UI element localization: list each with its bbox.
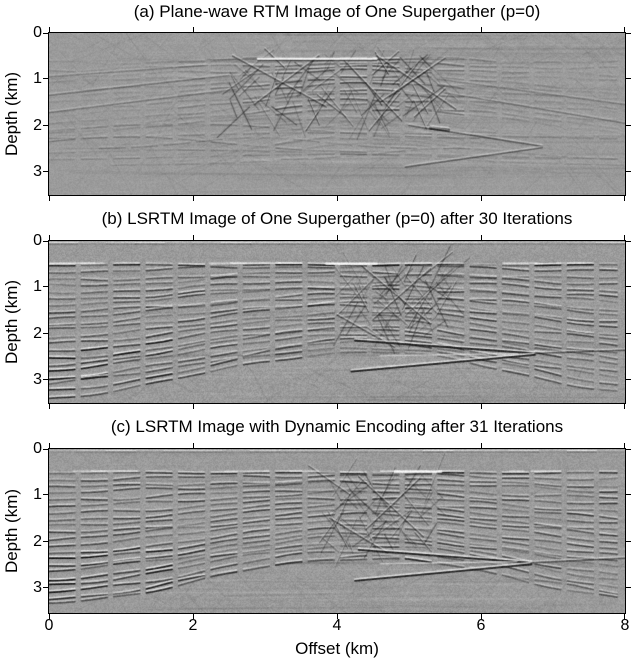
seismic-image-c	[49, 449, 625, 613]
panel-a-title: (a) Plane-wave RTM Image of One Supergat…	[133, 2, 541, 21]
x-tick-mark	[337, 404, 338, 409]
x-tick-mark	[624, 235, 625, 240]
y-tick-label: 0	[33, 232, 42, 249]
y-tick-mark	[626, 78, 631, 79]
y-tick-mark	[43, 78, 48, 79]
x-tick-mark	[193, 235, 194, 240]
y-tick-mark	[43, 379, 48, 380]
y-tick-mark	[626, 241, 631, 242]
panel-b-title: (b) LSRTM Image of One Supergather (p=0)…	[101, 209, 573, 228]
seismic-image-a	[49, 33, 625, 195]
y-tick-mark	[626, 33, 631, 34]
y-tick-mark	[626, 449, 631, 450]
x-tick-mark	[193, 27, 194, 32]
x-tick-mark	[481, 235, 482, 240]
y-tick-mark	[626, 494, 631, 495]
seismic-image-b	[49, 241, 625, 403]
x-axis-label: Offset (km)	[295, 639, 379, 658]
y-tick-label: 3	[33, 371, 42, 388]
x-tick-mark	[49, 443, 50, 448]
x-tick-mark	[624, 27, 625, 32]
panel-b-plot-area	[43, 235, 631, 409]
y-tick-mark	[43, 171, 48, 172]
x-tick-mark	[337, 27, 338, 32]
y-tick-mark	[43, 33, 48, 34]
x-tick-mark	[624, 404, 625, 409]
x-tick-label: 8	[620, 617, 630, 634]
x-tick-mark	[481, 27, 482, 32]
y-tick-mark	[626, 587, 631, 588]
x-tick-label: 0	[44, 617, 54, 634]
x-tick-mark	[193, 196, 194, 201]
x-tick-mark	[49, 614, 50, 619]
y-tick-mark	[43, 449, 48, 450]
panel-c-title: (c) LSRTM Image with Dynamic Encoding af…	[110, 417, 564, 436]
x-tick-mark	[624, 196, 625, 201]
x-tick-mark	[193, 614, 194, 619]
y-tick-label: 2	[33, 117, 42, 134]
y-tick-mark	[43, 587, 48, 588]
y-tick-mark	[626, 125, 631, 126]
y-tick-mark	[43, 333, 48, 334]
x-tick-mark	[624, 443, 625, 448]
y-tick-label: 0	[33, 440, 42, 457]
x-tick-mark	[481, 443, 482, 448]
x-tick-label: 4	[332, 617, 342, 634]
y-tick-label: 1	[33, 486, 42, 503]
x-tick-mark	[337, 614, 338, 619]
y-tick-label: 3	[33, 579, 42, 596]
y-tick-label: 1	[33, 278, 42, 295]
x-tick-label: 6	[476, 617, 486, 634]
x-tick-mark	[481, 196, 482, 201]
y-tick-mark	[626, 286, 631, 287]
y-tick-mark	[626, 379, 631, 380]
y-tick-mark	[626, 171, 631, 172]
y-tick-label: 3	[33, 163, 42, 180]
panel-c-plot-area	[43, 443, 631, 619]
y-tick-mark	[43, 494, 48, 495]
y-tick-label: 2	[33, 533, 42, 550]
y-tick-label: 0	[33, 24, 42, 41]
y-tick-mark	[43, 541, 48, 542]
x-tick-mark	[193, 443, 194, 448]
y-axis-label-a: Depth (km)	[2, 71, 21, 157]
y-tick-mark	[626, 541, 631, 542]
x-tick-mark	[337, 235, 338, 240]
x-tick-mark	[624, 614, 625, 619]
y-tick-mark	[626, 333, 631, 334]
x-tick-mark	[481, 614, 482, 619]
y-tick-label: 1	[33, 70, 42, 87]
y-axis-label-b: Depth (km)	[2, 279, 21, 365]
y-tick-label: 2	[33, 325, 42, 342]
x-tick-label: 2	[188, 617, 198, 634]
x-tick-mark	[49, 27, 50, 32]
panel-a-plot-area	[43, 27, 631, 201]
y-tick-mark	[43, 241, 48, 242]
y-tick-mark	[43, 125, 48, 126]
y-axis-label-c: Depth (km)	[2, 488, 21, 574]
x-tick-mark	[337, 196, 338, 201]
x-tick-mark	[481, 404, 482, 409]
x-tick-mark	[49, 404, 50, 409]
x-tick-mark	[49, 196, 50, 201]
x-tick-mark	[337, 443, 338, 448]
x-tick-mark	[49, 235, 50, 240]
y-tick-mark	[43, 286, 48, 287]
x-tick-mark	[193, 404, 194, 409]
